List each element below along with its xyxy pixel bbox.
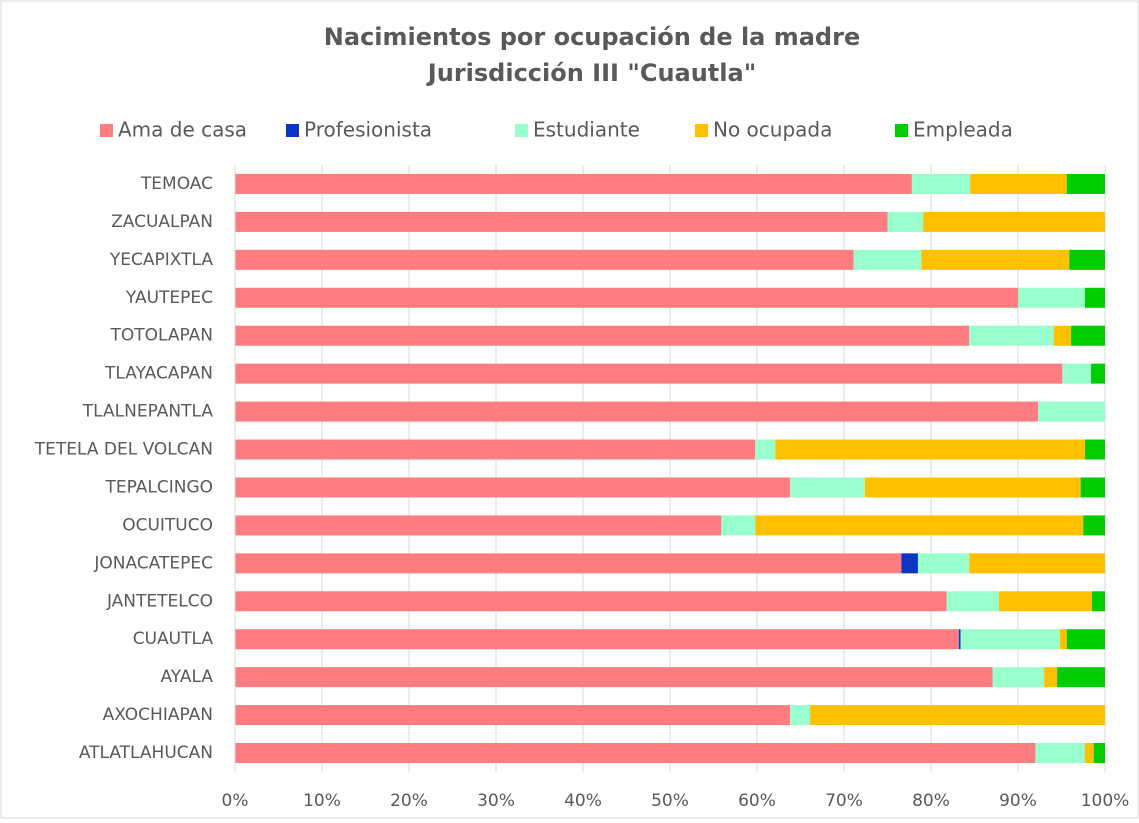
bar-segment (1083, 515, 1105, 536)
bar-segment (235, 173, 912, 194)
bar-segment (235, 629, 959, 650)
bar-segment (1044, 667, 1058, 688)
y-tick-label: YECAPIXTLA (109, 250, 213, 270)
legend-swatch (695, 124, 708, 137)
bar-segment (1091, 591, 1105, 612)
bar-segment (1057, 667, 1105, 688)
y-tick-label: TLALNEPANTLA (82, 402, 214, 422)
bar-segment (235, 705, 791, 726)
bar-segment (775, 439, 1085, 460)
bar-segment (917, 553, 970, 574)
y-tick-label: TETELA DEL VOLCAN (34, 440, 213, 460)
y-tick-label: AYALA (161, 667, 214, 687)
legend-label: Estudiante (533, 118, 640, 142)
legend-swatch (515, 124, 528, 137)
chart-subtitle: Jurisdicción III "Cuautla" (426, 59, 756, 87)
y-tick-label: TLAYACAPAN (104, 364, 213, 384)
bar-segment (235, 591, 947, 612)
bar-segment (235, 287, 1018, 308)
legend-swatch (286, 124, 299, 137)
y-tick-label: OCUITUCO (122, 515, 213, 535)
bar-segment (235, 743, 1036, 764)
bar-segment (946, 591, 999, 612)
x-tick-label: 80% (912, 791, 950, 811)
x-tick-label: 100% (1081, 791, 1130, 811)
legend-label: No ocupada (713, 118, 832, 142)
bar-segment (1071, 325, 1105, 346)
bar-segment (235, 325, 970, 346)
bar-segment (1091, 363, 1105, 384)
chart-title: Nacimientos por ocupación de la madre (324, 23, 860, 51)
x-tick-label: 40% (564, 791, 602, 811)
bar-segment (235, 515, 722, 536)
bar-segment (1093, 743, 1105, 764)
x-tick-label: 0% (222, 791, 249, 811)
bar-segment (235, 211, 888, 232)
y-tick-label: ATLATLAHUCAN (79, 743, 213, 763)
x-tick-label: 60% (738, 791, 776, 811)
bar-segment (235, 363, 1063, 384)
y-tick-label: ZACUALPAN (111, 212, 213, 232)
bar-segment (1084, 287, 1105, 308)
bar-segment (864, 477, 1081, 498)
bar-segment (755, 439, 776, 460)
bar-segment (1084, 439, 1105, 460)
bar-segment (755, 515, 1084, 536)
bar-segment (235, 553, 902, 574)
bar-segment (1066, 629, 1105, 650)
bar-segment (911, 173, 971, 194)
x-tick-label: 30% (477, 791, 515, 811)
bar-segment (790, 477, 865, 498)
bar-segment (235, 249, 854, 270)
bar-segment (1018, 287, 1085, 308)
bar-segment (887, 211, 924, 232)
legend-swatch (100, 124, 113, 137)
bar-segment (853, 249, 922, 270)
x-tick-label: 50% (651, 791, 689, 811)
y-tick-label: YAUTEPEC (125, 288, 213, 308)
bar-segment (1080, 477, 1105, 498)
bar-segment (235, 477, 791, 498)
legend-label: Empleada (913, 118, 1013, 142)
bar-segment (1059, 629, 1067, 650)
x-tick-label: 70% (825, 791, 863, 811)
y-tick-label: JONACATEPEC (93, 553, 213, 573)
y-tick-label: AXOCHIAPAN (103, 705, 213, 725)
bar-segment (1066, 173, 1105, 194)
x-tick-label: 10% (303, 791, 341, 811)
bar-segment (960, 629, 1060, 650)
bar-segment (235, 667, 993, 688)
bar-segment (992, 667, 1045, 688)
bar-segment (901, 553, 918, 574)
y-tick-label: TEPALCINGO (104, 477, 213, 497)
x-tick-label: 90% (999, 791, 1037, 811)
legend-swatch (895, 124, 908, 137)
bar-segment (1035, 743, 1085, 764)
bar-segment (921, 249, 1070, 270)
y-tick-label: TEMOAC (140, 174, 213, 194)
bar-segment (810, 705, 1105, 726)
legend-label: Ama de casa (118, 118, 247, 142)
bar-segment (721, 515, 756, 536)
x-tick-label: 20% (390, 791, 428, 811)
bar-segment (998, 591, 1092, 612)
bar-segment (1062, 363, 1092, 384)
bar-segment (235, 401, 1039, 422)
legend-label: Profesionista (304, 118, 432, 142)
y-tick-label: JANTETELCO (106, 591, 213, 611)
y-tick-label: CUAUTLA (133, 629, 214, 649)
bar-segment (235, 439, 756, 460)
bar-segment (790, 705, 811, 726)
bar-segment (969, 553, 1105, 574)
bar-segment (969, 325, 1054, 346)
bar-segment (1069, 249, 1105, 270)
y-tick-label: TOTOLAPAN (109, 326, 213, 346)
bar-segment (1053, 325, 1072, 346)
bar-segment (958, 629, 961, 650)
bar-segment (1038, 401, 1105, 422)
bar-segment (1084, 743, 1094, 764)
bar-segment (923, 211, 1105, 232)
bar-segment (970, 173, 1067, 194)
